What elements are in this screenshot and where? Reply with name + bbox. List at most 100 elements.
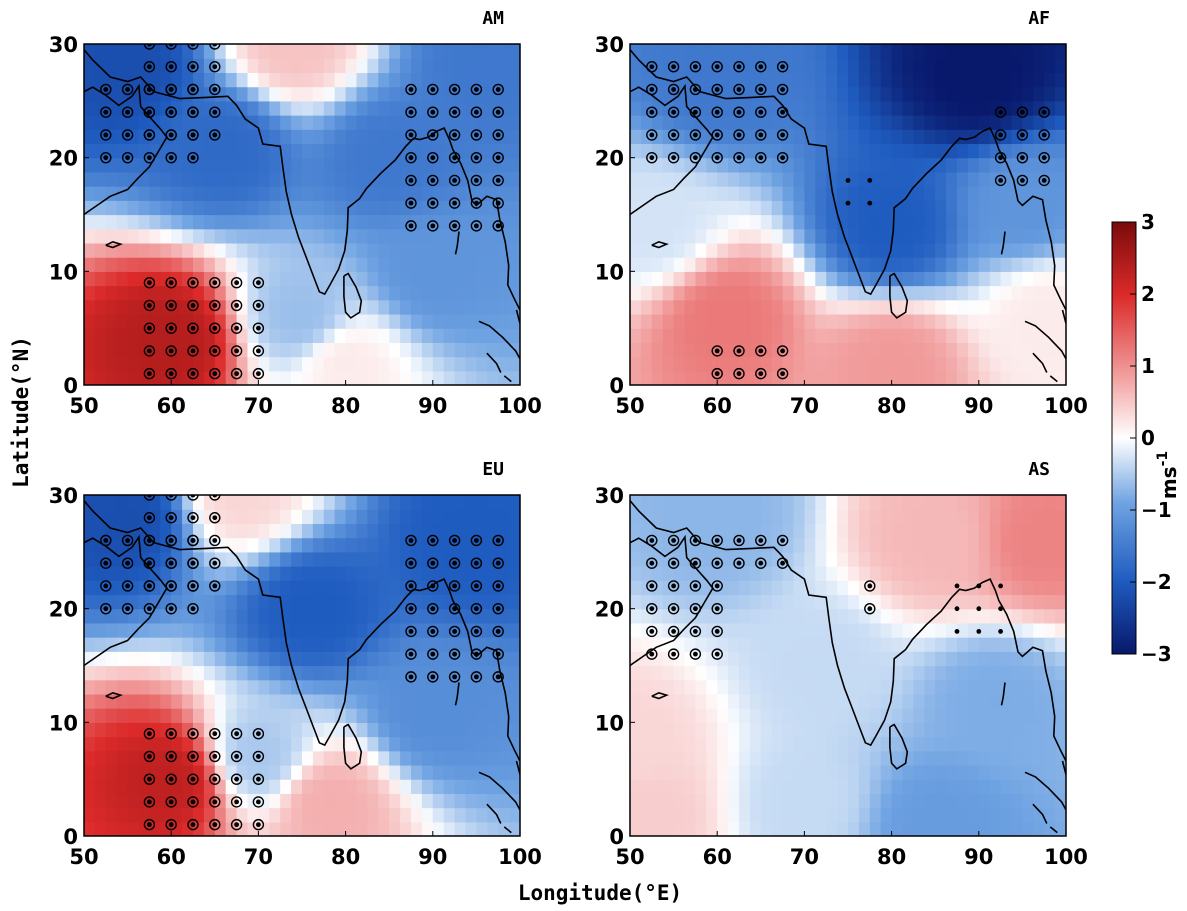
coastline-segment [1049,375,1058,383]
field-cell [389,342,401,358]
field-cell [454,44,467,59]
field-cell [312,171,325,187]
significance-ring [994,151,1007,164]
field-cell [826,722,838,738]
field-cell [160,665,172,681]
field-cell [880,370,893,385]
significance-ring [646,83,658,96]
field-cell [84,228,96,244]
field-cell [411,637,423,652]
field-cell [465,143,477,159]
significance-dot [495,629,501,634]
field-cell [345,708,358,723]
field-cell [1011,580,1023,596]
field-cell [760,44,773,59]
field-cell [749,285,762,301]
field-cell [509,580,520,596]
field-cell [695,186,707,201]
significance-dot [234,799,240,805]
field-cell [160,100,172,116]
field-cell [967,143,980,159]
field-cell [1055,807,1066,823]
field-cell [323,157,336,173]
field-cell [891,821,904,836]
field-cell [793,356,805,372]
field-cell [869,665,882,681]
field-cell [269,523,281,539]
field-cell [127,495,140,510]
field-cell [837,764,849,780]
field-cell [127,115,140,130]
field-cell [673,608,686,624]
field-cell [138,821,150,836]
field-cell [935,285,947,301]
field-cell [487,708,499,723]
field-cell [171,551,183,567]
field-cell [367,622,379,638]
field-cell [804,594,816,610]
field-cell [662,608,675,624]
field-cell [236,708,249,723]
field-cell [695,679,707,695]
field-cell [465,779,477,794]
field-cell [848,736,860,752]
significance-dot [736,371,742,377]
field-cell [312,143,325,159]
field-cell [247,242,259,258]
significance-dot [168,303,174,308]
field-cell [1022,100,1034,116]
field-cell [967,342,980,358]
significance-ring [121,580,134,592]
significance-ring [187,345,199,357]
field-cell [935,257,947,272]
field-cell [695,58,707,74]
field-cell [924,58,936,74]
field-cell [116,750,129,766]
field-cell [389,214,401,230]
field-cell [782,115,795,130]
significance-dot [147,303,152,308]
field-cell [225,566,238,581]
x-tick-label: 70 [244,394,273,418]
field-cell [138,537,150,553]
field-cell [356,608,368,624]
field-cell [116,271,129,287]
field-cell [782,551,795,567]
significance-dot [693,132,698,138]
field-cell [673,580,686,596]
field-cell [203,594,216,610]
field-cell [323,821,336,836]
significance-ring [143,495,156,501]
field-cell [1022,356,1034,372]
field-cell [476,285,488,301]
field-cell [367,764,379,780]
field-cell [291,328,303,343]
field-cell [84,370,96,385]
significance-dot [954,629,960,634]
field-cell [203,242,216,258]
field-cell [454,157,467,173]
field-cell [160,708,172,723]
significance-ring [646,648,658,660]
field-cell [684,100,696,116]
field-cell [651,495,664,510]
field-cell [848,637,860,652]
field-cell [989,44,1002,59]
field-cell [258,722,270,738]
field-cell [149,708,161,723]
field-cell [258,186,270,201]
field-cell [312,764,325,780]
field-cell [182,523,194,539]
significance-dot [780,538,785,543]
field-cell [1033,115,1045,130]
significance-dot [693,87,698,92]
field-cell [837,722,849,738]
field-cell [717,736,729,752]
field-cell [411,708,423,723]
field-cell [706,285,718,301]
significance-dot [190,776,196,782]
field-cell [815,271,827,287]
field-cell [706,509,718,525]
field-cell [913,693,925,709]
field-cell [946,115,958,130]
